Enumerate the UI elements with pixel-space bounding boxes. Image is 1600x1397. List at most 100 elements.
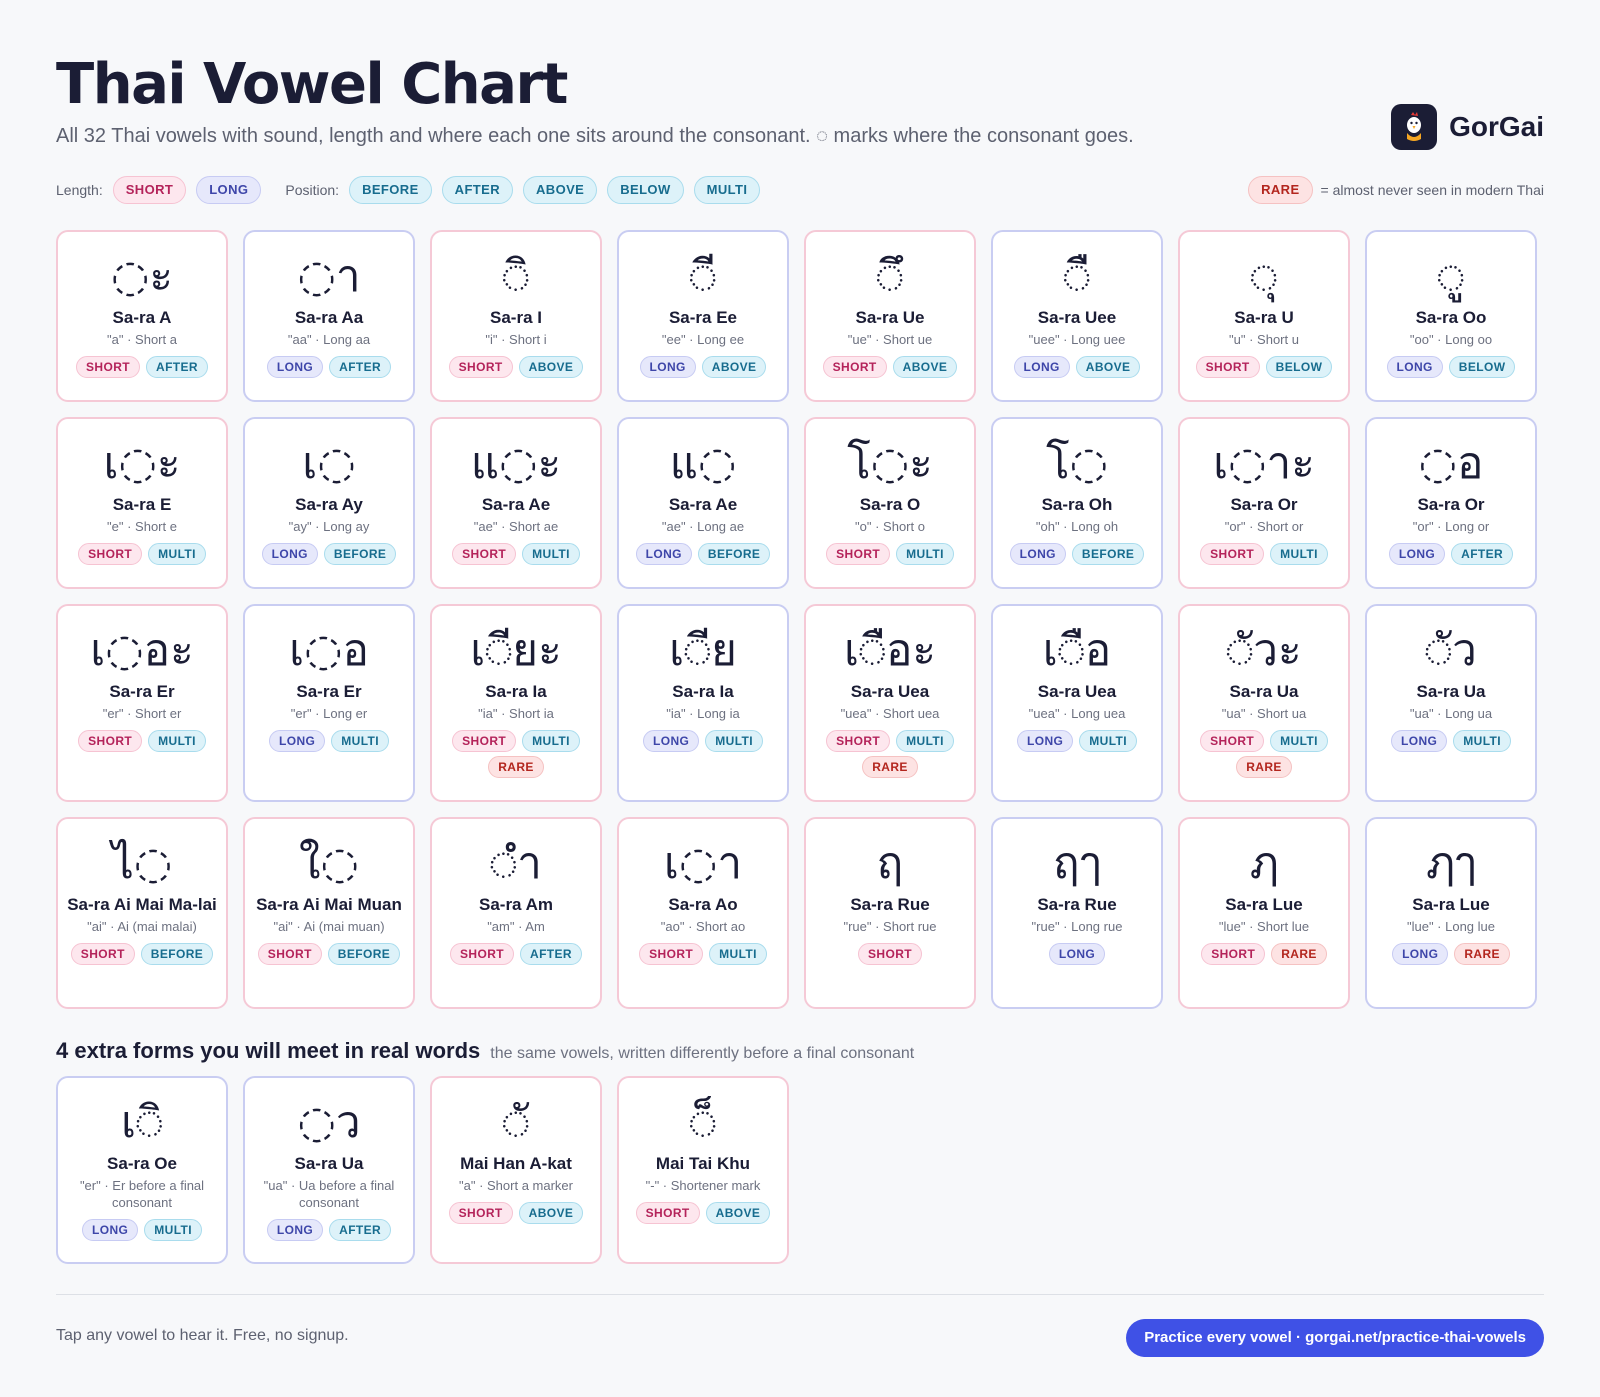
position-badge: ABOVE: [518, 1202, 584, 1224]
length-badge: SHORT: [635, 1202, 700, 1224]
vowel-card[interactable]: ◌อ Sa-ra Or "or" · Long or LONG AFTER: [1365, 417, 1537, 589]
rare-badge: RARE: [488, 756, 544, 778]
vowel-card[interactable]: โ◌ะ Sa-ra O "o" · Short o SHORT MULTI: [804, 417, 976, 589]
vowel-glyph: ◌ว: [297, 1097, 361, 1148]
vowel-card[interactable]: เ◌ Sa-ra Ay "ay" · Long ay LONG BEFORE: [243, 417, 415, 589]
vowel-tags: SHORT MULTI: [444, 543, 588, 565]
vowel-description: "ao" · Short ao: [660, 919, 746, 934]
position-badge: MULTI: [522, 730, 580, 752]
legend-rare-note: = almost never seen in modern Thai: [1320, 182, 1544, 198]
vowel-card[interactable]: แ◌ Sa-ra Ae "ae" · Long ae LONG BEFORE: [617, 417, 789, 589]
vowel-card[interactable]: เ◌าะ Sa-ra Or "or" · Short or SHORT MULTI: [1178, 417, 1350, 589]
vowel-card[interactable]: ไ◌ Sa-ra Ai Mai Ma-lai "ai" · Ai (mai mala…: [56, 817, 228, 1009]
vowel-description: "oh" · Long oh: [1035, 519, 1119, 534]
vowel-card[interactable]: ฤๅ Sa-ra Rue "rue" · Long rue LONG: [991, 817, 1163, 1009]
vowel-card[interactable]: ◌ัว Sa-ra Ua "ua" · Long ua LONG MULTI: [1365, 604, 1537, 802]
position-badge: ABOVE: [518, 356, 584, 378]
vowel-tags: SHORT MULTI: [818, 543, 962, 565]
length-badge: LONG: [266, 356, 324, 378]
length-badge: LONG: [642, 730, 700, 752]
vowel-glyph: ◌ี: [689, 251, 717, 302]
position-badge: MULTI: [1453, 730, 1512, 752]
vowel-card[interactable]: ◌ึ Sa-ra Ue "ue" · Short ue SHORT ABOVE: [804, 230, 976, 402]
vowel-name: Sa-ra A: [112, 308, 172, 327]
vowel-tags: LONG MULTI: [1383, 730, 1519, 752]
vowel-name: Sa-ra Ae: [481, 495, 551, 514]
vowel-card[interactable]: เ◌า Sa-ra Ao "ao" · Short ao SHORT MULTI: [617, 817, 789, 1009]
legend-length-label: Length:: [56, 182, 103, 198]
vowel-tags: LONG: [1041, 943, 1113, 965]
vowel-grid-row-2: เ◌ะ Sa-ra E "e" · Short e SHORT MULTI เ◌ Sa-ra…: [56, 417, 1556, 589]
vowel-name: Sa-ra O: [859, 495, 921, 514]
vowel-description: "o" · Short o: [855, 519, 925, 534]
vowel-description: "lue" · Long lue: [1406, 919, 1495, 934]
vowel-tags: LONG MULTI: [74, 1219, 210, 1241]
vowel-card[interactable]: ฦๅ Sa-ra Lue "lue" · Long lue LONG RARE: [1365, 817, 1537, 1009]
vowel-card[interactable]: เ◌ียะ Sa-ra Ia "ia" · Short ia SHORT MULTI RA…: [430, 604, 602, 802]
vowel-card[interactable]: ◌ื Sa-ra Uee "uee" · Long uee LONG ABOVE: [991, 230, 1163, 402]
vowel-card[interactable]: เ◌ะ Sa-ra E "e" · Short e SHORT MULTI: [56, 417, 228, 589]
vowel-description: "ia" · Long ia: [666, 706, 740, 721]
vowel-description: "uea" · Long uea: [1028, 706, 1126, 721]
vowel-description: "-" · Shortener mark: [645, 1178, 761, 1193]
footer-note: Tap any vowel to hear it. Free, no signu…: [56, 1327, 349, 1344]
vowel-name: Sa-ra Rue: [1037, 895, 1117, 914]
vowel-glyph: ฤๅ: [1052, 838, 1102, 889]
vowel-tags: LONG BELOW: [1379, 356, 1524, 378]
vowel-description: "ua" · Ua before a final consonant: [263, 1178, 395, 1210]
vowel-card[interactable]: ใ◌ Sa-ra Ai Mai Muan "ai" · Ai (mai muan) S…: [243, 817, 415, 1009]
vowel-card[interactable]: แ◌ะ Sa-ra Ae "ae" · Short ae SHORT MULTI: [430, 417, 602, 589]
length-badge: SHORT: [1200, 543, 1265, 565]
vowel-card[interactable]: ◌ุ Sa-ra U "u" · Short u SHORT BELOW: [1178, 230, 1350, 402]
vowel-name: Sa-ra Ua: [1229, 682, 1299, 701]
vowel-card[interactable]: เ◌ิ Sa-ra Oe "er" · Er before a final cons…: [56, 1076, 228, 1264]
legend-above-pill: ABOVE: [523, 176, 598, 204]
vowel-card[interactable]: ◌ั Mai Han A-kat "a" · Short a marker SHORT…: [430, 1076, 602, 1264]
position-badge: MULTI: [331, 730, 390, 752]
vowel-card[interactable]: ◌ว Sa-ra Ua "ua" · Ua before a final conso…: [243, 1076, 415, 1264]
legend-below-pill: BELOW: [607, 176, 684, 204]
vowel-card[interactable]: ◌ิ Sa-ra I "i" · Short i SHORT ABOVE: [430, 230, 602, 402]
vowel-card[interactable]: ◌ำ Sa-ra Am "am" · Am SHORT AFTER: [430, 817, 602, 1009]
vowel-glyph: โ◌ะ: [847, 438, 933, 489]
vowel-glyph: ◌ื: [1063, 251, 1091, 302]
position-badge: MULTI: [896, 543, 954, 565]
vowel-card[interactable]: ◌ู Sa-ra Oo "oo" · Long oo LONG BELOW: [1365, 230, 1537, 402]
page-title: Thai Vowel Chart: [56, 52, 568, 117]
vowel-glyph: ◌ึ: [876, 251, 904, 302]
position-badge: MULTI: [709, 943, 767, 965]
length-badge: LONG: [1016, 730, 1074, 752]
vowel-card[interactable]: ◌ัวะ Sa-ra Ua "ua" · Short ua SHORT MULTI RAR…: [1178, 604, 1350, 802]
vowel-glyph: โ◌: [1045, 438, 1109, 489]
vowel-card[interactable]: ฤ Sa-ra Rue "rue" · Short rue SHORT: [804, 817, 976, 1009]
vowel-card[interactable]: เ◌ือ Sa-ra Uea "uea" · Long uea LONG MULTI: [991, 604, 1163, 802]
vowel-card[interactable]: ◌า Sa-ra Aa "aa" · Long aa LONG AFTER: [243, 230, 415, 402]
vowel-description: "er" · Long er: [290, 706, 368, 721]
vowel-card[interactable]: เ◌อ Sa-ra Er "er" · Long er LONG MULTI: [243, 604, 415, 802]
vowel-glyph: เ◌ือะ: [843, 625, 937, 676]
vowel-card[interactable]: เ◌ีย Sa-ra Ia "ia" · Long ia LONG MULTI: [617, 604, 789, 802]
vowel-card[interactable]: เ◌ือะ Sa-ra Uea "uea" · Short uea SHORT MULT…: [804, 604, 976, 802]
vowel-tags: SHORT ABOVE: [441, 356, 592, 378]
vowel-card[interactable]: ◌็ Mai Tai Khu "-" · Shortener mark SHORT AB…: [617, 1076, 789, 1264]
vowel-tags: SHORT MULTI: [70, 543, 214, 565]
vowel-name: Sa-ra Or: [1230, 495, 1298, 514]
vowel-name: Sa-ra U: [1234, 308, 1294, 327]
vowel-card[interactable]: โ◌ Sa-ra Oh "oh" · Long oh LONG BEFORE: [991, 417, 1163, 589]
vowel-name: Sa-ra Ae: [668, 495, 738, 514]
vowel-card[interactable]: ฦ Sa-ra Lue "lue" · Short lue SHORT RARE: [1178, 817, 1350, 1009]
position-badge: ABOVE: [1075, 356, 1141, 378]
extras-title: 4 extra forms you will meet in real word…: [56, 1038, 481, 1063]
length-badge: LONG: [81, 1219, 139, 1241]
vowel-card[interactable]: ◌ี Sa-ra Ee "ee" · Long ee LONG ABOVE: [617, 230, 789, 402]
practice-cta-button[interactable]: Practice every vowel · gorgai.net/practi…: [1126, 1319, 1544, 1357]
vowel-description: "ua" · Long ua: [1409, 706, 1493, 721]
vowel-name: Sa-ra Ia: [485, 682, 547, 701]
vowel-name: Sa-ra Ua: [294, 1154, 364, 1173]
vowel-name: Sa-ra Uea: [1037, 682, 1117, 701]
brand[interactable]: GorGai: [1391, 104, 1544, 150]
vowel-card[interactable]: เ◌อะ Sa-ra Er "er" · Short er SHORT MULTI: [56, 604, 228, 802]
extras-heading: 4 extra forms you will meet in real word…: [56, 1038, 914, 1064]
vowel-card[interactable]: ◌ะ Sa-ra A "a" · Short a SHORT AFTER: [56, 230, 228, 402]
vowel-glyph: ฤ: [876, 838, 904, 889]
